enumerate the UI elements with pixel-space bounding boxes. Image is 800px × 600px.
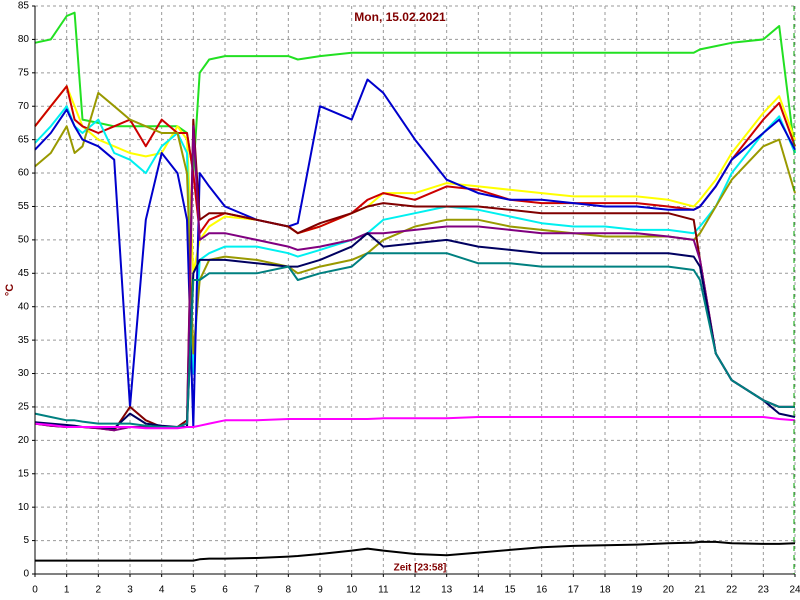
series-line: [34, 11, 796, 175]
x-axis-label: Zeit [23:58]: [394, 563, 447, 574]
x-tick-label: 3: [127, 585, 133, 596]
y-axis-label: °C: [4, 284, 16, 296]
x-tick-label: 14: [473, 585, 485, 596]
y-tick-label: 40: [18, 301, 30, 312]
x-tick-label: 18: [599, 585, 611, 596]
series-line: [35, 540, 796, 562]
y-tick-label: 25: [18, 402, 30, 413]
y-tick-label: 15: [18, 468, 30, 479]
y-tick-label: 65: [18, 134, 30, 145]
x-tick-label: 11: [378, 585, 389, 596]
y-tick-label: 85: [18, 1, 30, 12]
x-tick-label: 13: [441, 585, 453, 596]
x-tick-label: 10: [346, 585, 358, 596]
y-tick-label: 60: [18, 168, 30, 179]
series-line: [34, 78, 796, 428]
x-tick-label: 22: [726, 585, 738, 596]
y-tick-label: 30: [18, 368, 30, 379]
x-tick-label: 12: [409, 585, 421, 596]
x-tick-label: 17: [568, 585, 580, 596]
series-line: [34, 85, 796, 235]
x-tick-label: 6: [222, 585, 228, 596]
y-tick-label: 0: [23, 569, 29, 580]
y-tick-label: 20: [18, 435, 30, 446]
x-tick-label: 21: [694, 585, 706, 596]
y-tick-label: 35: [18, 335, 30, 346]
series-line: [34, 125, 795, 432]
series-line: [34, 105, 796, 375]
y-tick-label: 75: [18, 67, 30, 78]
x-tick-label: 23: [758, 585, 770, 596]
x-tick-label: 20: [663, 585, 675, 596]
x-tick-label: 0: [32, 585, 38, 596]
x-tick-label: 7: [254, 585, 260, 596]
x-tick-label: 9: [317, 585, 323, 596]
x-tick-label: 2: [96, 585, 102, 596]
x-tick-label: 15: [504, 585, 516, 596]
x-tick-label: 16: [536, 585, 548, 596]
x-tick-label: 24: [789, 585, 800, 596]
series-line: [34, 416, 796, 430]
y-tick-label: 80: [18, 34, 30, 45]
x-tick-label: 4: [159, 585, 165, 596]
x-tick-label: 19: [631, 585, 643, 596]
series-group: [34, 11, 796, 562]
y-tick-label: 10: [18, 502, 30, 513]
y-tick-label: 5: [23, 535, 29, 546]
chart-title: Mon, 15.02.2021: [354, 10, 446, 24]
x-tick-label: 1: [64, 585, 70, 596]
y-tick-label: 70: [18, 101, 30, 112]
series-line: [34, 252, 795, 428]
y-tick-label: 50: [18, 235, 30, 246]
x-tick-label: 5: [191, 585, 197, 596]
y-tick-label: 55: [18, 201, 30, 212]
x-tick-label: 8: [286, 585, 292, 596]
y-tick-label: 45: [18, 268, 30, 279]
